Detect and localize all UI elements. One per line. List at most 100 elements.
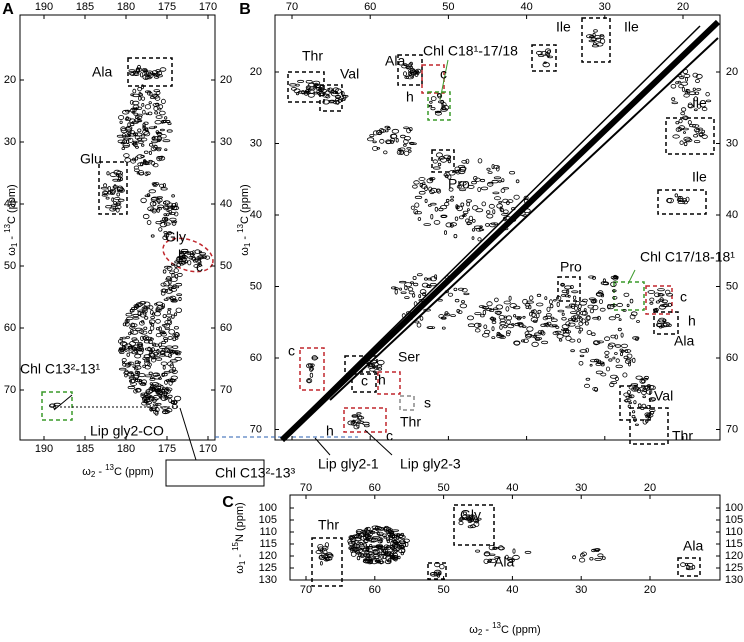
contour [622,372,628,378]
contour [171,220,178,224]
contour [575,325,581,329]
contour [351,414,359,418]
subscript: 1 [10,242,19,247]
contour [132,316,140,320]
contour [389,528,393,532]
contour [682,115,689,120]
contour [161,386,166,391]
contour [408,127,413,132]
contour [134,145,139,149]
contour [134,135,141,140]
contour [159,331,167,335]
contour [170,349,175,355]
contour [154,410,159,416]
contour [567,294,571,298]
contour [675,121,680,125]
contour [385,537,391,542]
contour [569,303,576,307]
contour [133,112,139,116]
contour [594,557,603,561]
annotation: Ala [674,333,694,349]
contour [486,210,491,214]
contour [496,333,504,339]
contour [398,534,406,540]
contour [116,192,120,197]
contour [547,50,551,54]
contour [149,309,154,315]
contour [561,312,565,316]
contour [450,195,455,199]
contour [175,307,182,313]
box [531,44,557,72]
contour [142,308,148,314]
contour [123,153,130,158]
contour [492,209,496,215]
contour [158,227,163,232]
contour [614,334,619,340]
contour [505,330,512,334]
contour [571,290,579,294]
contour [445,278,451,284]
annotation: Thr [400,414,421,430]
contour [497,180,502,183]
contour [443,230,447,235]
contour [130,93,135,97]
box [344,355,378,375]
contour [171,203,177,208]
annotation: Ile [692,95,707,111]
contour [701,106,708,112]
contour [174,331,180,337]
contour [306,363,314,369]
contour [132,365,137,368]
contour [509,170,516,175]
y-tick-label: 30 [220,136,232,148]
contour [380,554,384,560]
contour [680,562,686,567]
contour [430,213,434,220]
contour [168,397,172,403]
contour [358,548,363,553]
contour [475,208,484,213]
contour [495,166,500,172]
contour [413,180,420,185]
contour [383,544,390,549]
y-tick-label: 40 [220,198,232,210]
contour [578,360,584,366]
contour [362,535,371,540]
contour [593,29,598,33]
contour [404,282,412,288]
annotation: Thr [672,428,693,444]
x-tick-label: 30 [575,584,587,596]
y-tick-label: 70 [4,384,16,396]
contour [371,546,380,552]
contour [153,106,159,111]
contour [672,134,680,139]
contour [392,548,398,554]
contour [641,379,646,384]
diagonal [299,25,701,421]
x-tick-label: 50 [437,482,449,494]
contour [144,90,152,94]
contour [138,91,142,97]
x-tick-label: 170 [199,443,217,455]
contour [610,281,617,287]
contour [629,314,636,320]
contour [140,320,145,324]
contour [119,177,124,182]
contour [390,541,394,547]
contour [612,356,616,360]
symbol: ω [82,466,91,478]
contour [448,170,456,176]
contour [178,296,182,302]
contour [698,132,703,138]
contour [176,285,180,289]
contour [147,339,153,344]
x-tick-label: 170 [199,1,217,13]
contour [489,317,496,321]
annotation: c [680,289,687,305]
y-tick-label: 50 [220,260,232,272]
contour [687,120,692,125]
contour [578,308,582,311]
contour [159,395,163,399]
subscript: 1 [238,560,247,565]
